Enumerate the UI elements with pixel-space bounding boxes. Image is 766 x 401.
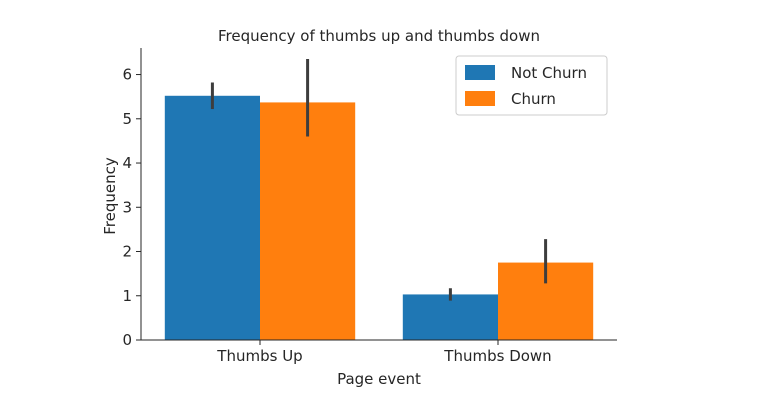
- bar: [164, 95, 260, 340]
- y-axis-label: Frequency: [101, 157, 119, 235]
- y-axis-ticks: 0 1 2 3 4 5 6: [122, 66, 141, 349]
- y-tick-label: 5: [122, 110, 132, 128]
- x-axis-label: Page event: [337, 370, 421, 388]
- y-tick-label: 2: [122, 243, 132, 261]
- legend: Not Churn Churn: [455, 55, 608, 116]
- chart-title: Frequency of thumbs up and thumbs down: [218, 27, 540, 45]
- bar: [402, 294, 498, 340]
- legend-swatch-churn: [465, 91, 495, 106]
- y-tick-label: 3: [122, 198, 132, 216]
- y-tick-label: 0: [122, 331, 132, 349]
- y-tick-label: 1: [122, 287, 132, 305]
- bar: [260, 102, 356, 340]
- y-tick-label: 4: [122, 154, 132, 172]
- plot-area: [164, 59, 594, 340]
- x-tick-label: Thumbs Up: [216, 347, 302, 365]
- legend-swatch-not-churn: [465, 65, 495, 80]
- x-tick-label: Thumbs Down: [443, 347, 551, 365]
- y-tick-label: 6: [122, 66, 132, 84]
- legend-label-not-churn: Not Churn: [511, 64, 587, 82]
- legend-label-churn: Churn: [511, 90, 556, 108]
- x-axis-ticks: Thumbs Up Thumbs Down: [216, 340, 552, 365]
